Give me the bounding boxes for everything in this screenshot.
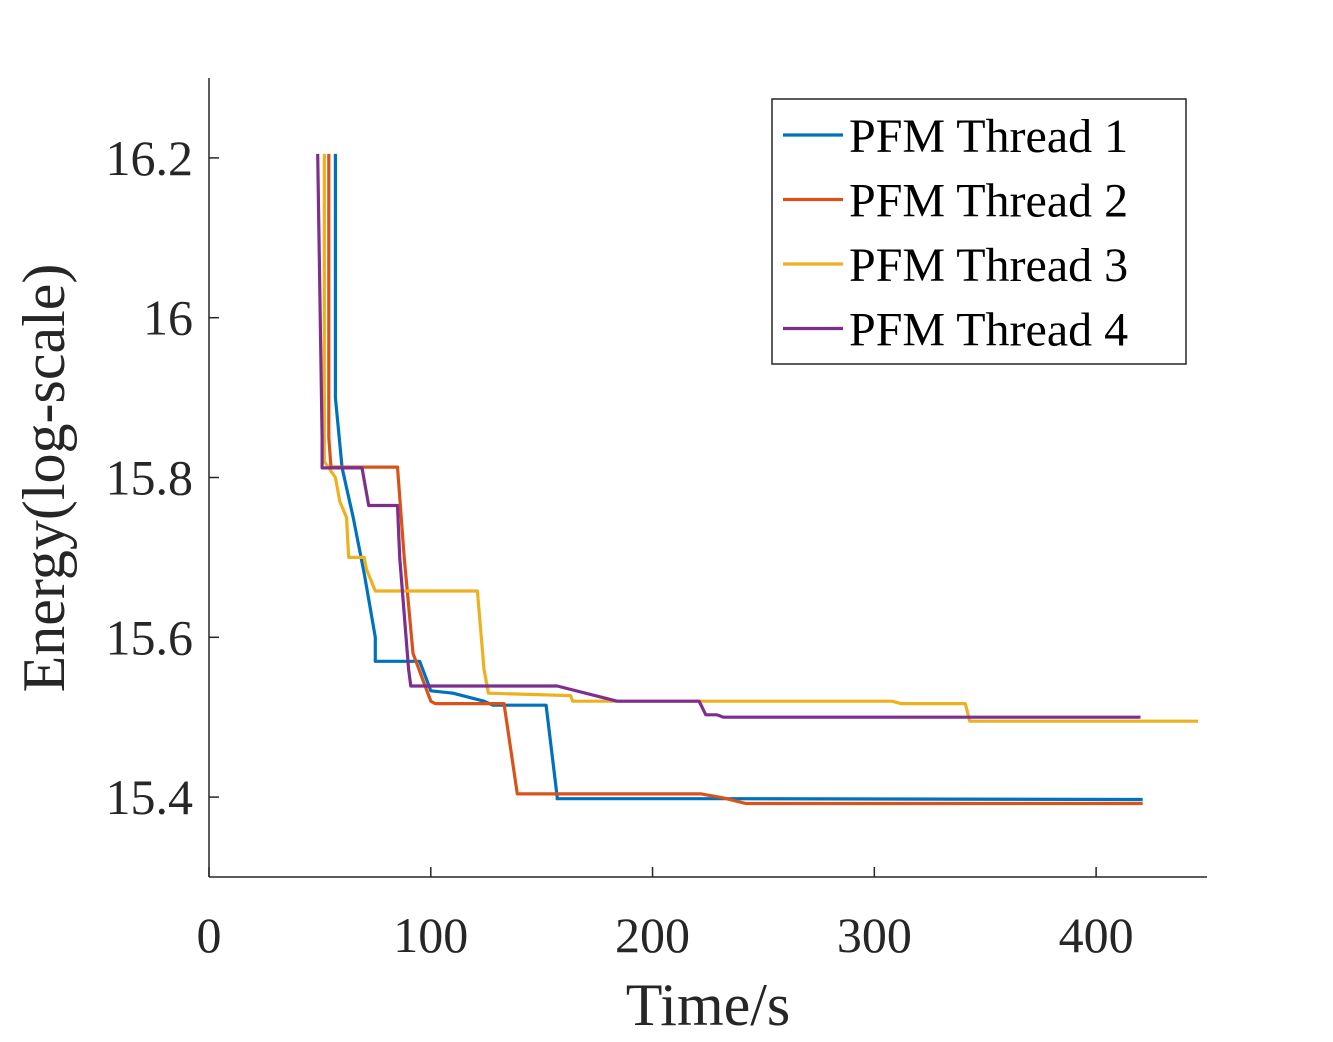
y-tick-label: 16 [143,290,193,346]
series-line-3 [322,153,1199,723]
y-axis-label: Energy(log-scale) [11,264,77,693]
legend-label: PFM Thread 4 [849,304,1128,357]
series-line-4 [316,153,1141,719]
x-tick-label: 100 [393,907,468,963]
ticks: 0 100 200 300 400 15.4 15.6 15.8 16 16.2 [106,130,1134,963]
y-tick-label: 16.2 [106,130,194,186]
x-tick-label: 400 [1059,907,1134,963]
legend-label: PFM Thread 1 [849,110,1128,163]
x-tick-label: 300 [837,907,912,963]
x-tick-label: 200 [615,907,690,963]
series-layer [316,153,1199,806]
legend-box [771,98,1187,365]
legend-label: PFM Thread 3 [849,239,1128,292]
y-tick-label: 15.8 [106,450,194,506]
legend: PFM Thread 1 PFM Thread 2 PFM Thread 3 PFM … [771,98,1187,365]
legend-label: PFM Thread 2 [849,175,1128,228]
x-tick-label: 0 [197,907,222,963]
series-line-1 [333,153,1143,802]
x-axis-label: Time/s [626,972,791,1038]
y-tick-label: 15.6 [106,609,194,665]
y-tick-label: 15.4 [106,769,194,825]
